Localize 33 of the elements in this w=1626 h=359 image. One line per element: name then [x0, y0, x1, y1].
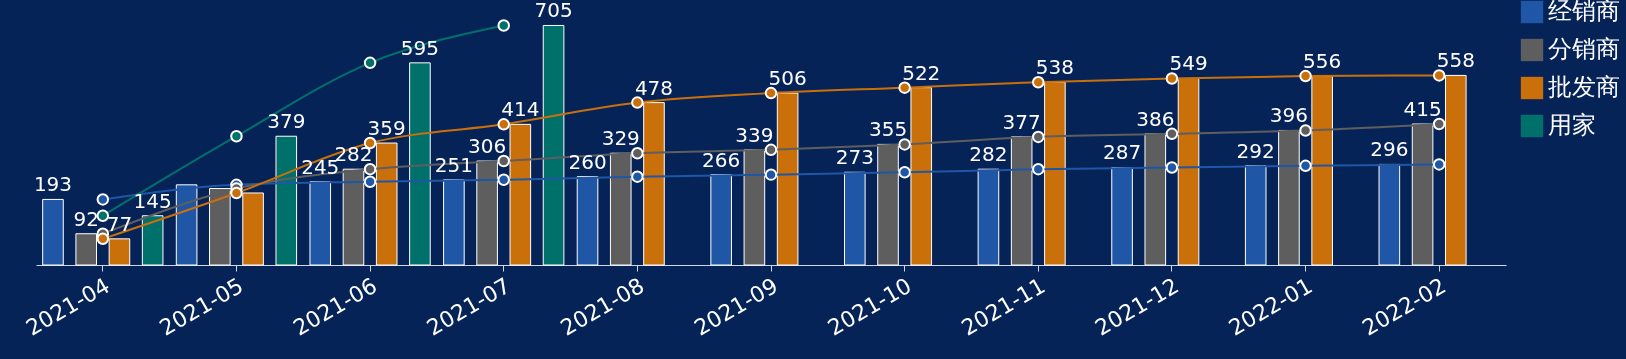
data-label: 538 — [1035, 55, 1074, 80]
data-label: 396 — [1269, 103, 1309, 128]
data-label: 193 — [33, 172, 73, 197]
legend-label: 批发商 — [1548, 73, 1620, 101]
data-label: 145 — [133, 188, 172, 213]
data-label: 556 — [1303, 49, 1342, 74]
data-label: 355 — [868, 117, 908, 142]
data-label: 386 — [1136, 106, 1175, 131]
data-label: 549 — [1169, 51, 1208, 76]
data-label: 379 — [267, 109, 306, 134]
data-label: 273 — [835, 145, 874, 170]
data-label: 292 — [1236, 138, 1275, 163]
data-label: 77 — [106, 211, 133, 236]
data-label: 415 — [1403, 97, 1442, 122]
data-label: 377 — [1002, 109, 1041, 134]
data-label: 595 — [400, 35, 440, 60]
data-label: 282 — [969, 142, 1008, 167]
data-label: 287 — [1102, 140, 1142, 165]
data-label: 296 — [1370, 137, 1409, 162]
data-label: 359 — [367, 116, 406, 141]
data-label: 92 — [73, 206, 99, 231]
data-label: 339 — [735, 122, 774, 147]
data-label: 506 — [768, 66, 807, 91]
data-label: 478 — [634, 75, 674, 100]
legend-label: 分销商 — [1548, 35, 1620, 63]
data-label: 260 — [568, 149, 607, 174]
data-label: 414 — [501, 97, 540, 122]
data-label: 329 — [601, 126, 640, 151]
data-label: 558 — [1436, 48, 1475, 73]
data-label: 705 — [534, 0, 573, 23]
data-label: 522 — [902, 60, 941, 85]
legend-label: 用家 — [1548, 111, 1596, 139]
data-label: 266 — [702, 147, 741, 172]
